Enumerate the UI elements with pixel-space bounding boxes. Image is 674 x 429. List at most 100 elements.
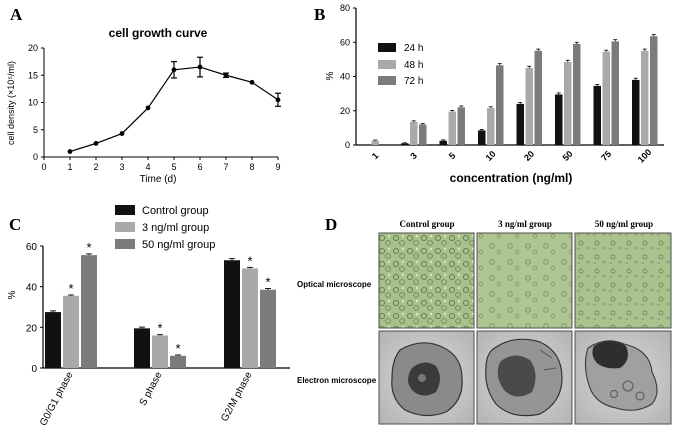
- legend-swatch-3ng: [115, 222, 135, 232]
- c-x-tick-label: G2/M phase: [219, 370, 254, 424]
- optical-image-3ng: [476, 232, 573, 329]
- a-y-tick-label: 5: [33, 125, 38, 135]
- b-bar: [650, 36, 658, 145]
- b-y-tick-label: 20: [340, 106, 350, 116]
- panel-a-letter: A: [10, 5, 23, 24]
- c-significance-mark: *: [247, 253, 252, 268]
- c-significance-mark: *: [175, 341, 180, 356]
- panel-d-letter: D: [325, 215, 337, 234]
- b-bar: [534, 50, 542, 145]
- legend-swatch-24h: [378, 43, 396, 52]
- em-image-3ng: [476, 330, 573, 425]
- panel-a-axes: [41, 47, 279, 160]
- c-bar: [134, 328, 150, 368]
- b-bar: [564, 61, 572, 145]
- b-bar: [439, 140, 447, 145]
- c-bar: [45, 312, 61, 368]
- panel-a-series: [67, 56, 281, 154]
- c-x-tick-label: G0/G1 phase: [38, 370, 76, 428]
- b-bar: [555, 94, 563, 145]
- c-y-tick-label: 0: [31, 364, 37, 375]
- panel-b-bars: [371, 34, 658, 146]
- panel-a-xlabel: Time (d): [140, 174, 177, 185]
- b-x-tick-label: 1: [370, 151, 381, 162]
- legend-label-control: Control group: [142, 205, 209, 217]
- panel-b-y-tick-labels: 0 20 40 60 80: [340, 3, 350, 150]
- c-significance-mark: *: [68, 281, 73, 296]
- a-data-point: [275, 97, 281, 103]
- row-label-electron: Electron microscope: [297, 376, 377, 385]
- b-x-tick-label: 5: [447, 151, 458, 162]
- a-x-tick-label: 1: [67, 162, 72, 172]
- panel-c-bars: * * * * * *: [45, 240, 276, 368]
- panel-c-cell-cycle: C % Control group 3 ng/ml group 50 ng/ml…: [7, 205, 290, 428]
- b-bar: [496, 65, 504, 145]
- b-bar: [611, 41, 619, 145]
- a-x-tick-label: 9: [275, 162, 280, 172]
- panel-b-legend: 24 h 48 h 72 h: [378, 43, 423, 87]
- panel-d-microscopy: D Control group 3 ng/ml group 50 ng/ml g…: [297, 215, 672, 425]
- b-y-tick-label: 80: [340, 3, 350, 13]
- b-bar: [371, 140, 379, 145]
- c-bar: [260, 289, 276, 368]
- b-bar: [516, 103, 524, 145]
- a-data-point: [249, 79, 255, 85]
- b-bar: [487, 108, 495, 145]
- b-bar: [641, 50, 649, 145]
- b-x-tick-label: 100: [636, 147, 654, 165]
- c-y-tick-label: 40: [26, 283, 38, 294]
- column-header-control: Control group: [400, 219, 455, 229]
- c-x-tick-label: S phase: [138, 370, 165, 408]
- em-image-control: [378, 330, 475, 425]
- panel-c-letter: C: [9, 215, 21, 234]
- c-bar: [224, 260, 240, 368]
- b-bar: [410, 121, 418, 145]
- panel-c-x-tick-labels: G0/G1 phase S phase G2/M phase: [38, 370, 255, 428]
- b-bar: [525, 67, 533, 145]
- b-bar: [632, 79, 640, 145]
- legend-swatch-72h: [378, 76, 396, 85]
- a-data-point: [67, 149, 73, 154]
- panel-a-title: cell growth curve: [109, 26, 208, 40]
- legend-label-50ng: 50 ng/ml group: [142, 239, 215, 251]
- legend-label-72h: 72 h: [404, 76, 423, 87]
- a-x-tick-label: 7: [223, 162, 228, 172]
- b-bar: [573, 43, 581, 145]
- legend-label-48h: 48 h: [404, 60, 423, 71]
- a-x-tick-label: 4: [145, 162, 150, 172]
- b-y-tick-label: 0: [345, 140, 350, 150]
- c-bar: [63, 295, 79, 368]
- panel-a-y-tick-labels: 0 5 10 15 20: [28, 43, 38, 162]
- optical-image-control: [378, 232, 475, 329]
- a-x-tick-label: 2: [93, 162, 98, 172]
- a-y-tick-label: 10: [28, 98, 38, 108]
- a-data-point: [223, 72, 229, 78]
- panel-c-y-tick-labels: 0 20 40 60: [26, 242, 38, 375]
- b-bar: [419, 124, 427, 145]
- a-y-tick-label: 15: [28, 70, 38, 80]
- a-data-point: [93, 140, 99, 146]
- b-y-tick-label: 40: [340, 72, 350, 82]
- c-bar: [152, 335, 168, 368]
- c-significance-mark: *: [265, 274, 270, 289]
- panel-b-letter: B: [314, 5, 325, 24]
- a-growth-line: [69, 66, 279, 153]
- legend-swatch-control: [115, 205, 135, 215]
- legend-label-24h: 24 h: [404, 43, 423, 54]
- panel-a-ylabel: cell density (×10⁵/ml): [6, 61, 16, 145]
- a-data-point: [119, 131, 125, 136]
- optical-image-50ng: [574, 232, 672, 329]
- a-x-tick-label: 5: [171, 162, 176, 172]
- a-x-tick-label: 3: [119, 162, 124, 172]
- c-significance-mark: *: [86, 240, 91, 255]
- c-significance-mark: *: [157, 321, 162, 336]
- c-y-tick-label: 20: [26, 323, 38, 334]
- column-header-3ng: 3 ng/ml group: [498, 219, 552, 229]
- b-bar: [457, 107, 465, 145]
- panel-c-ylabel: %: [7, 290, 18, 299]
- c-y-tick-label: 60: [26, 242, 38, 253]
- c-bar: [242, 268, 258, 368]
- b-bar: [478, 130, 486, 145]
- b-x-tick-label: 50: [561, 149, 575, 163]
